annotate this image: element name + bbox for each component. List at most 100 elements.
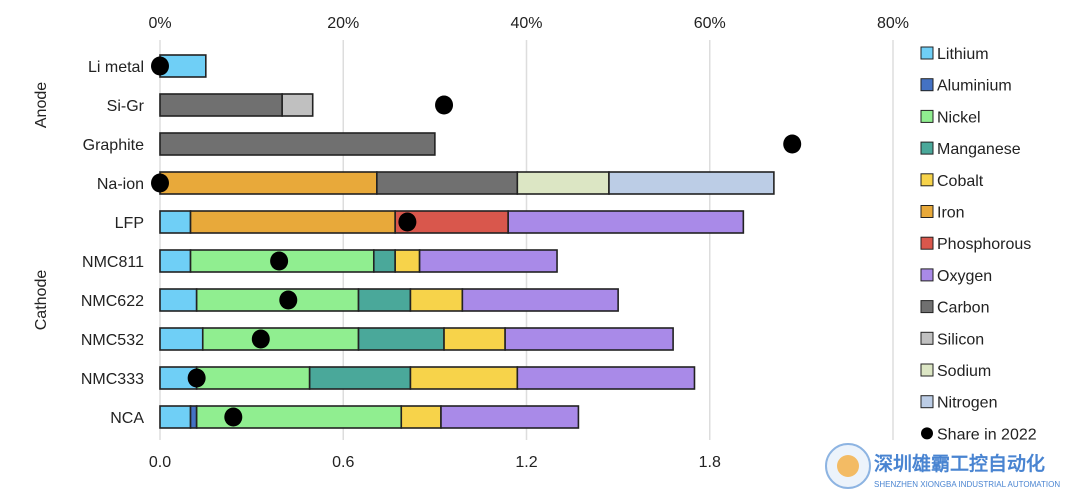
bar-segment-iron: [159, 171, 378, 195]
share-dot: [151, 173, 169, 193]
category-label: Si-Gr: [107, 98, 145, 115]
share-dot: [435, 95, 454, 115]
share-dots: [151, 56, 802, 427]
top-tick-label: 60%: [694, 15, 726, 32]
watermark-logo: 深圳雄霸工控自动化 SHENZHEN XIONGBA INDUSTRIAL AU…: [825, 443, 1060, 489]
legend: Lithium Aluminium Nickel Manganese Cobalt Iro…: [920, 46, 1037, 443]
bar-segment-cobalt: [394, 249, 421, 273]
share-dot: [270, 251, 289, 271]
legend-label: Iron: [937, 205, 965, 222]
share-dot: [187, 368, 206, 388]
bar-segment-oxygen: [461, 288, 619, 312]
legend-swatch: [920, 395, 934, 409]
legend-swatch: [920, 331, 934, 345]
bar-segment-oxygen: [507, 210, 745, 234]
bar-segment-carbon: [376, 171, 519, 195]
bar-segment-nickel: [195, 288, 360, 312]
bottom-tick-label: 1.8: [699, 454, 721, 471]
bar-segment-carbon: [159, 132, 436, 156]
bar-segment-manganese: [372, 249, 396, 273]
legend-label: Cobalt: [937, 173, 984, 190]
legend-label: Oxygen: [937, 268, 992, 285]
share-dot: [398, 212, 417, 232]
legend-item: Carbon: [920, 300, 989, 317]
category-label: NMC532: [81, 332, 144, 349]
legend-label: Nitrogen: [937, 395, 997, 412]
legend-swatch: [920, 109, 934, 123]
bar-segment-iron: [189, 210, 396, 234]
share-dot: [279, 290, 298, 310]
legend-swatch: [920, 173, 934, 187]
legend-swatch: [920, 300, 934, 314]
top-tick-label: 20%: [327, 15, 359, 32]
watermark-text: 深圳雄霸工控自动化: [874, 452, 1045, 475]
group-label: Cathode: [33, 270, 50, 331]
bar-segment-carbon: [159, 93, 283, 117]
legend-item: Phosphorous: [920, 236, 1031, 253]
bar-segment-lithium: [159, 210, 192, 234]
legend-item: Manganese: [920, 141, 1021, 158]
bottom-tick-label: 0.6: [332, 454, 354, 471]
legend-item: Silicon: [920, 331, 984, 348]
legend-item: Oxygen: [920, 268, 992, 285]
share-dot: [151, 56, 169, 76]
legend-item: Cobalt: [920, 173, 984, 190]
category-label: NMC811: [82, 254, 144, 271]
bottom-axis-ticks: 0.0 0.6 1.2 1.8: [149, 454, 721, 471]
category-label: NMC333: [81, 371, 144, 388]
bar-segment-lithium: [159, 249, 192, 273]
legend-label: Carbon: [937, 300, 989, 317]
legend-swatch: [920, 78, 934, 92]
group-labels: Anode Cathode: [33, 82, 50, 330]
legend-item: Nickel: [920, 109, 981, 126]
category-label: NMC622: [81, 293, 144, 310]
legend-swatch: [920, 205, 934, 218]
category-label: Li metal: [88, 59, 144, 76]
legend-swatch: [921, 427, 933, 440]
category-label: LFP: [115, 215, 144, 232]
bar-segment-cobalt: [409, 366, 519, 390]
bar-segment-nickel: [195, 366, 311, 390]
bar-segment-lithium: [159, 405, 192, 429]
bar-segment-manganese: [308, 366, 412, 390]
legend-label: Sodium: [937, 363, 991, 380]
bar-segment-aluminium: [189, 405, 198, 429]
legend-label: Silicon: [937, 331, 984, 348]
legend-item: Share in 2022: [921, 426, 1037, 443]
bar-segment-cobalt: [443, 327, 506, 351]
bar-segment-cobalt: [409, 288, 464, 312]
bar-segment-sodium: [516, 171, 610, 195]
bar-segment-oxygen: [504, 327, 674, 351]
bar-segment-oxygen: [516, 366, 696, 390]
top-tick-label: 0%: [148, 15, 171, 32]
bar-segment-manganese: [357, 288, 412, 312]
legend-item: Nitrogen: [920, 395, 997, 412]
legend-item: Iron: [920, 205, 965, 222]
category-label: Graphite: [83, 137, 144, 154]
legend-swatch: [920, 46, 934, 60]
legend-label: Aluminium: [937, 78, 1012, 95]
bottom-tick-label: 0.0: [149, 454, 171, 471]
top-tick-label: 40%: [510, 15, 542, 32]
legend-swatch: [920, 236, 934, 250]
legend-item: Sodium: [920, 363, 991, 380]
legend-label: Share in 2022: [937, 426, 1037, 443]
bar-segment-nickel: [201, 327, 360, 351]
legend-item: Lithium: [920, 46, 989, 63]
bar-segment-silicon: [281, 93, 314, 117]
group-label: Anode: [33, 82, 50, 128]
legend-item: Aluminium: [920, 78, 1012, 95]
legend-label: Manganese: [937, 141, 1021, 158]
category-labels: Li metal Si-Gr Graphite Na-ion LFP NMC811 NMC6…: [81, 59, 145, 427]
share-dot: [783, 134, 802, 154]
legend-swatch: [920, 268, 934, 282]
legend-swatch: [920, 363, 934, 377]
bar-segment-nitrogen: [608, 171, 775, 195]
category-label: Na-ion: [97, 176, 144, 193]
legend-label: Lithium: [937, 46, 989, 63]
bar-segment-oxygen: [440, 405, 580, 429]
category-label: NCA: [110, 410, 144, 427]
share-dot: [224, 407, 243, 427]
legend-label: Phosphorous: [937, 236, 1031, 253]
